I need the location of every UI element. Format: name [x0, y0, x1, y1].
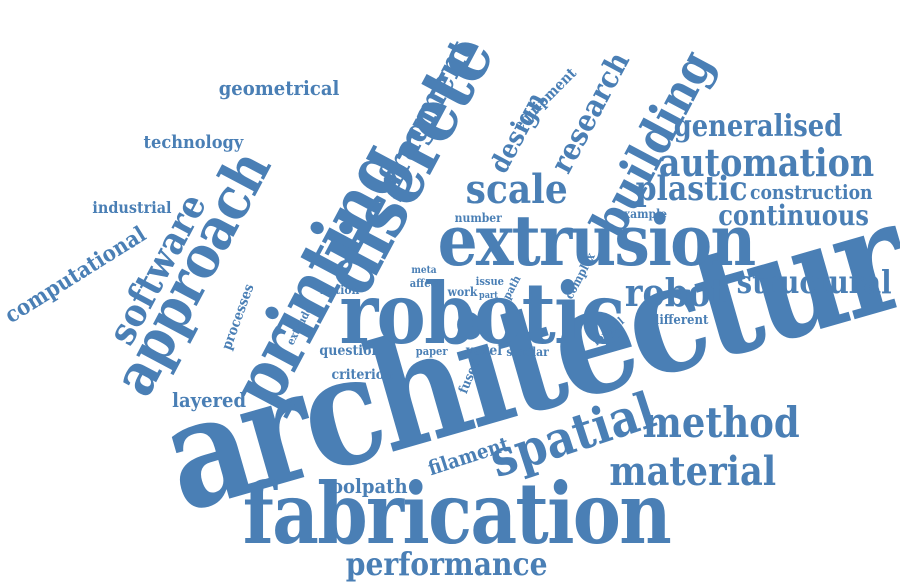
- word-notion: notion: [320, 283, 360, 297]
- word-scale: scale: [465, 166, 568, 213]
- word-industrial: industrial: [92, 198, 172, 217]
- word-similar: similar: [506, 345, 549, 359]
- word-structural: structural: [736, 263, 892, 301]
- word-robot: robot: [624, 270, 726, 315]
- word-toolpath: toolpath: [322, 474, 408, 498]
- word-work: work: [447, 285, 478, 299]
- word-question: question: [319, 343, 381, 359]
- word-geometrical: geometrical: [218, 76, 340, 100]
- word-robotic: robotic: [339, 264, 625, 363]
- word-continuous: continuous: [718, 199, 869, 232]
- word-automation: automation: [658, 140, 875, 185]
- word-generalised: generalised: [673, 109, 843, 144]
- word-different: different: [651, 313, 709, 328]
- word-layered: layered: [172, 388, 247, 412]
- word-issue: issue: [475, 275, 504, 288]
- word-paper: paper: [415, 345, 448, 358]
- word-affect: affect: [409, 277, 442, 290]
- word-voxel: voxel: [466, 343, 503, 359]
- word-fabrication: fabrication: [242, 464, 672, 563]
- word-example: example: [616, 207, 668, 221]
- word-construction: construction: [749, 180, 873, 204]
- word-method: method: [642, 398, 800, 447]
- word-technology: technology: [143, 132, 244, 153]
- word-criterion: criterion: [331, 367, 394, 383]
- word-part: part: [479, 291, 498, 301]
- word-meta: meta: [411, 265, 437, 276]
- word-plastic: plastic: [635, 169, 748, 209]
- word-number: number: [454, 211, 502, 225]
- word-material: material: [609, 448, 777, 495]
- word-performance: performance: [345, 545, 548, 583]
- word-extrusion: extrusion: [437, 199, 757, 282]
